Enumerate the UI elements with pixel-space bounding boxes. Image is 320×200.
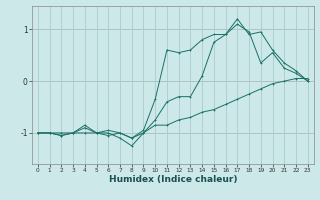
X-axis label: Humidex (Indice chaleur): Humidex (Indice chaleur)	[108, 175, 237, 184]
